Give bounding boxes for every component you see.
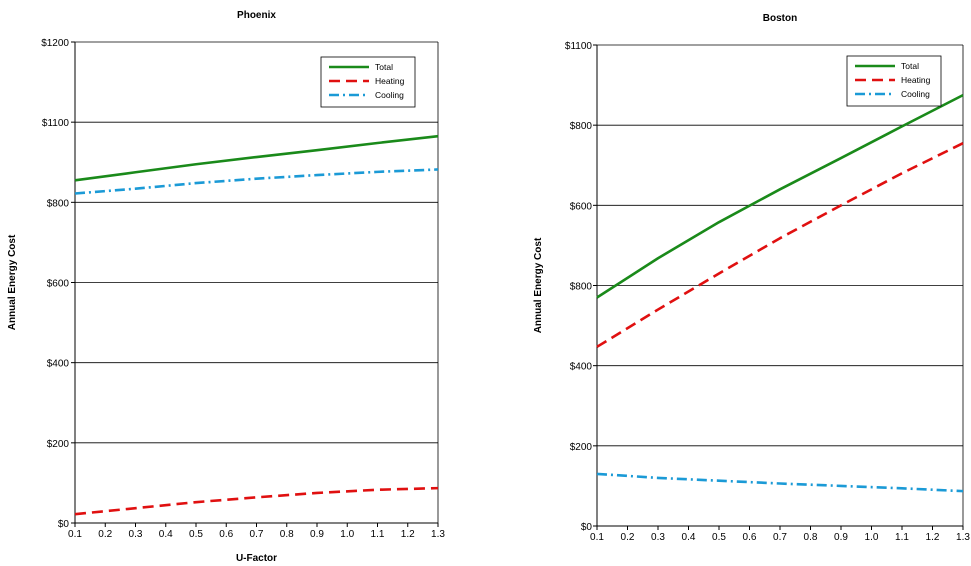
y-tick-label: $800 [47, 198, 70, 209]
boston-chart: Boston $0 $200 $400 $800 $600 $800 $1100 0.1 0.2 0… [533, 13, 970, 543]
series-line-cooling [74, 168, 439, 195]
x-tick-label: 0.4 [159, 529, 173, 540]
x-tick-label: 0.6 [743, 532, 757, 543]
series-line-heating [74, 486, 439, 516]
y-tick-label: $400 [570, 362, 593, 373]
x-tick-label: 0.7 [773, 532, 787, 543]
y-tick-label: $600 [570, 201, 593, 212]
y-tick-label: $400 [47, 359, 70, 370]
y-tick-label: $800 [570, 121, 593, 132]
x-tick-label: 0.7 [250, 529, 264, 540]
phoenix-chart: Phoenix $0 $200 $400 $600 $800 $1100 $1200 0.1 0.… [7, 10, 445, 564]
chart-title: Phoenix [237, 10, 276, 21]
legend-label: Heating [901, 75, 931, 85]
x-tick-label: 0.8 [804, 532, 818, 543]
series-line-total [74, 134, 439, 182]
x-tick-label: 0.8 [280, 529, 294, 540]
series-line-total [596, 93, 964, 299]
x-tick-label: 1.3 [431, 529, 445, 540]
legend-label: Cooling [375, 90, 404, 100]
x-tick-label: 1.2 [401, 529, 415, 540]
chart-title: Boston [763, 13, 797, 24]
y-tick-label: $600 [47, 279, 70, 290]
legend-label: Total [375, 62, 393, 72]
x-axis-title: U-Factor [236, 553, 277, 564]
legend-label: Cooling [901, 89, 930, 99]
y-tick-label: $200 [570, 442, 593, 453]
x-tick-label: 1.0 [340, 529, 354, 540]
y-axis-title: Annual Energy Cost [533, 237, 544, 333]
x-tick-label: 0.5 [189, 529, 203, 540]
x-tick-label: 0.3 [651, 532, 665, 543]
y-tick-label: $1100 [42, 118, 70, 129]
x-tick-label: 0.2 [621, 532, 635, 543]
x-tick-label: 1.3 [956, 532, 970, 543]
x-tick-label: 0.1 [68, 529, 82, 540]
x-tick-label: 0.6 [219, 529, 233, 540]
series-line-cooling [596, 472, 964, 493]
x-tick-label: 0.9 [834, 532, 848, 543]
legend-label: Heating [375, 76, 405, 86]
y-tick-label: $200 [47, 439, 70, 450]
x-tick-label: 1.2 [926, 532, 940, 543]
y-tick-label: $1200 [41, 38, 69, 49]
y-axis-title: Annual Energy Cost [7, 234, 18, 330]
y-tick-label: $0 [58, 519, 70, 530]
x-tick-label: 0.3 [129, 529, 143, 540]
x-tick-label: 0.2 [98, 529, 112, 540]
y-tick-label: $1100 [565, 41, 593, 52]
series-line-heating [596, 142, 964, 348]
legend-label: Total [901, 61, 919, 71]
x-tick-label: 0.4 [682, 532, 696, 543]
y-tick-label: $0 [581, 522, 593, 533]
x-tick-label: 0.9 [310, 529, 324, 540]
x-tick-label: 0.1 [590, 532, 604, 543]
x-tick-label: 1.1 [371, 529, 385, 540]
x-tick-label: 1.0 [865, 532, 879, 543]
y-tick-label: $800 [570, 282, 593, 293]
x-tick-label: 1.1 [895, 532, 909, 543]
x-tick-label: 0.5 [712, 532, 726, 543]
